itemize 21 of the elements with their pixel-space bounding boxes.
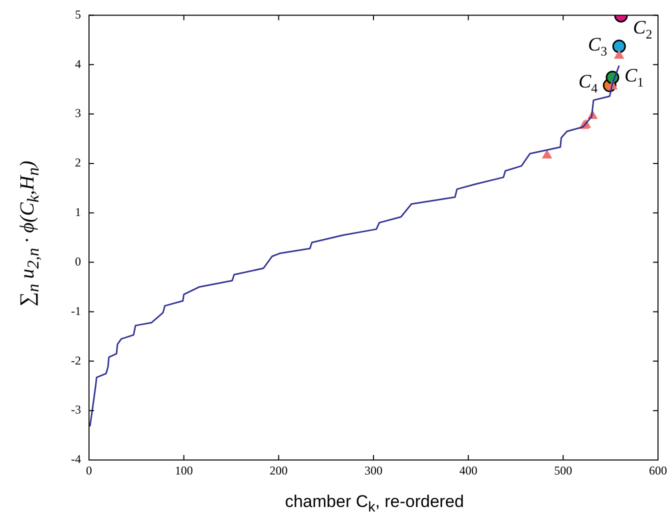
x-tick-label: 600 [649,463,667,478]
x-axis-title: chamber C$_{k}$, re-ordered [284,492,466,516]
y-tick-label: 5 [75,7,81,22]
y-tick-label: 1 [75,205,81,220]
y-tick-label: 2 [75,156,81,170]
y-tick-label: 3 [75,106,81,120]
x-tick-label: 300 [364,463,382,478]
y-tick-label: -4 [71,452,81,466]
x-tick-label: 400 [459,463,478,478]
x-tick-label: 200 [270,463,288,478]
x-tick-label: 100 [174,463,193,478]
point [612,40,626,54]
y-tick-label: 4 [75,56,81,71]
x-tick-label: 0 [86,463,92,478]
x-tick-label: 500 [554,463,572,478]
point [542,150,552,159]
y-tick-label: -3 [71,402,81,417]
y-tick-label: -1 [71,304,81,318]
y-tick-label: -2 [71,353,81,368]
y-tick-label: 0 [75,254,81,268]
point [614,50,624,59]
